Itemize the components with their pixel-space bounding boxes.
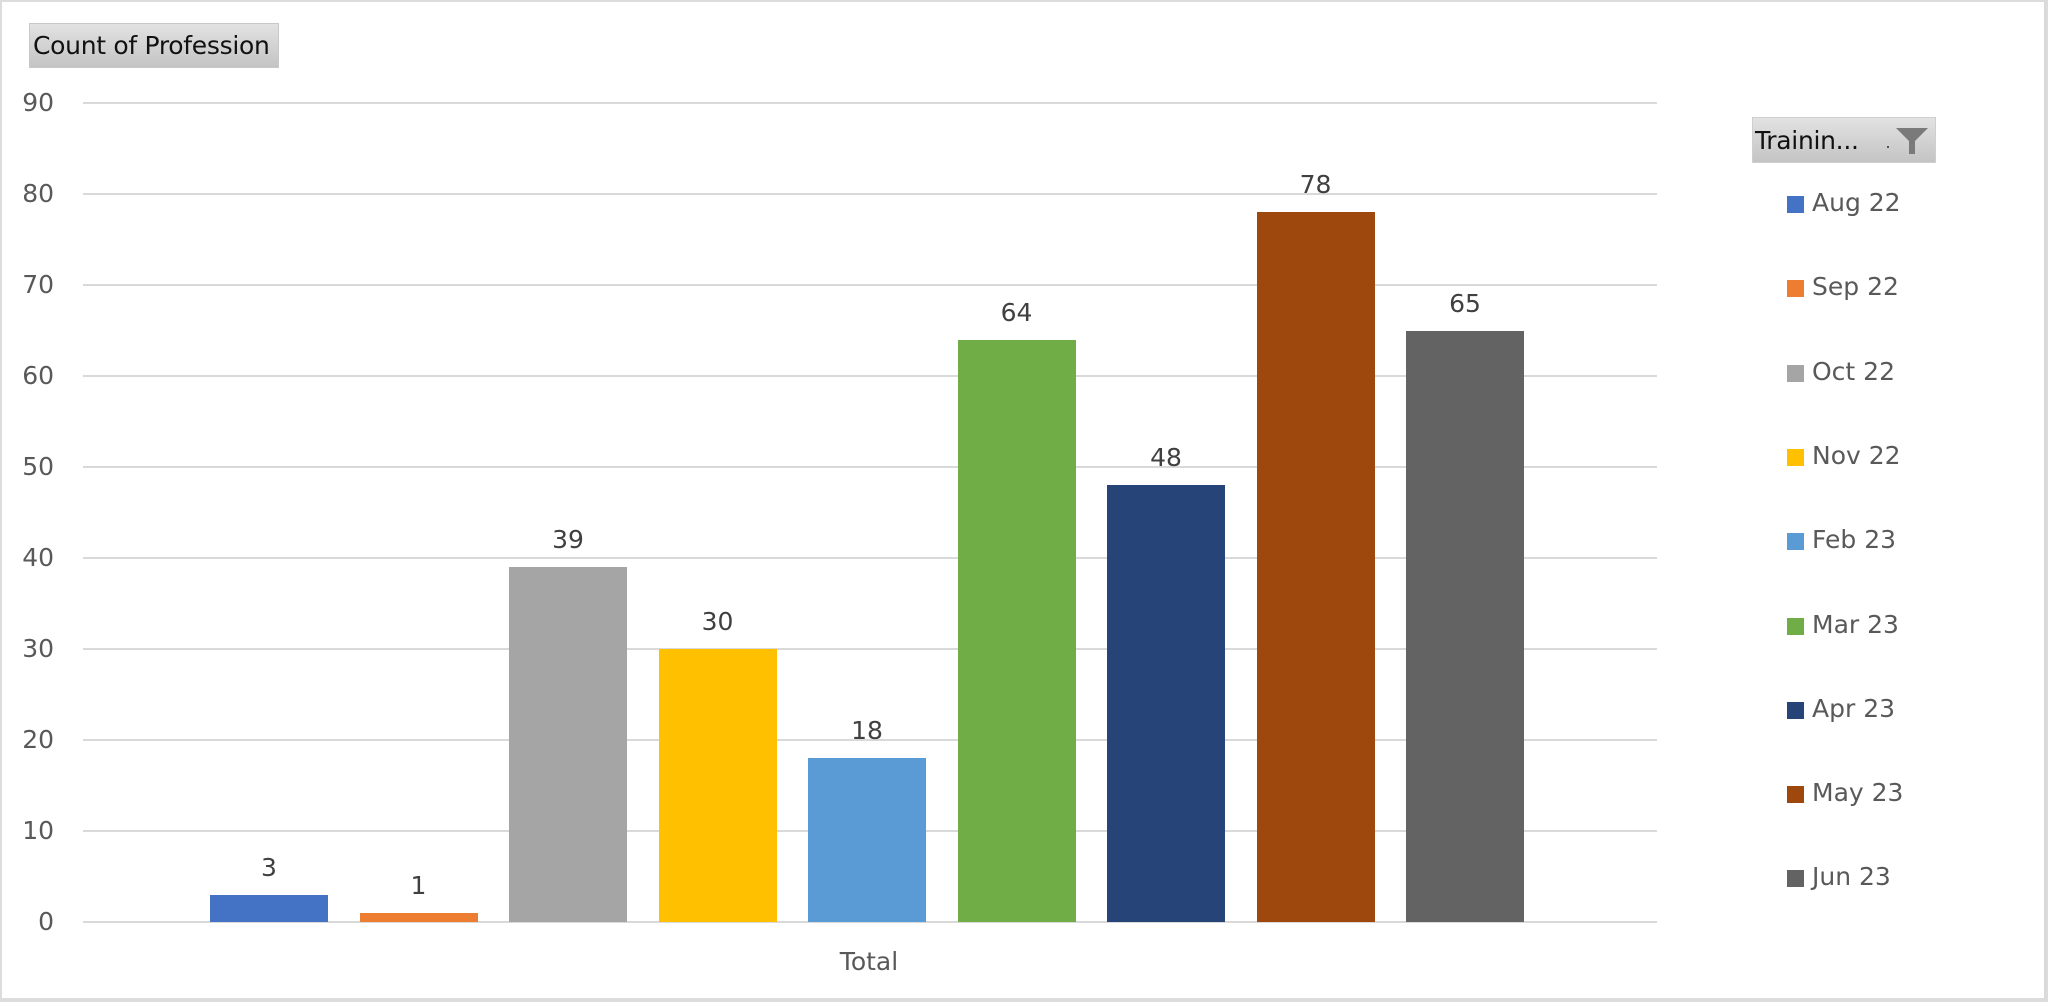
bar-sep-22[interactable] xyxy=(359,912,478,922)
data-label: 18 xyxy=(851,716,883,746)
legend-swatch-icon xyxy=(1787,701,1804,719)
legend-label: Feb 23 xyxy=(1812,525,1897,555)
dropdown-indicator-icon xyxy=(1887,146,1889,148)
legend-label: Apr 23 xyxy=(1812,693,1896,723)
legend-swatch-icon xyxy=(1787,533,1804,551)
data-label: 30 xyxy=(701,607,734,636)
gridline xyxy=(83,557,1657,559)
data-label: 48 xyxy=(1150,443,1182,473)
legend-filter-button[interactable]: Trainin... xyxy=(1752,117,1936,163)
data-label: 1 xyxy=(410,870,427,900)
legend-swatch-icon xyxy=(1787,786,1804,804)
bar-feb-23[interactable] xyxy=(808,758,926,922)
legend-filter-label: Trainin... xyxy=(1755,126,1859,155)
gridline xyxy=(83,102,1657,104)
data-label: 39 xyxy=(552,525,584,555)
bar-aug-22[interactable] xyxy=(210,894,328,922)
gridline xyxy=(83,284,1657,286)
gridline xyxy=(83,193,1657,195)
legend-label: Mar 23 xyxy=(1812,609,1899,639)
y-tick-label: 70 xyxy=(22,270,54,299)
gridline xyxy=(83,375,1657,377)
data-label: 3 xyxy=(261,852,277,882)
legend-swatch-icon xyxy=(1787,196,1804,213)
bar-apr-23[interactable] xyxy=(1107,485,1225,922)
filter-funnel-icon[interactable] xyxy=(1895,125,1929,157)
legend-swatch-icon xyxy=(1787,617,1804,635)
data-label: 65 xyxy=(1449,288,1481,318)
y-tick-label: 20 xyxy=(22,725,54,754)
y-tick-label: 50 xyxy=(22,452,54,481)
y-tick-label: 30 xyxy=(22,634,54,663)
y-tick-label: 60 xyxy=(22,361,54,390)
legend-swatch-icon xyxy=(1787,870,1804,888)
legend-swatch-icon xyxy=(1787,448,1804,466)
gridline xyxy=(83,466,1657,468)
bar-nov-22[interactable] xyxy=(658,649,777,922)
y-tick-label: 90 xyxy=(22,88,54,117)
legend-swatch-icon xyxy=(1787,280,1804,298)
legend-label: Jun 23 xyxy=(1812,862,1891,892)
gridline xyxy=(83,648,1657,650)
legend-label: Aug 22 xyxy=(1812,188,1901,217)
legend-label: May 23 xyxy=(1812,778,1904,808)
gridline xyxy=(83,739,1657,741)
legend-swatch-icon xyxy=(1787,364,1804,382)
bar-oct-22[interactable] xyxy=(509,567,627,922)
data-label: 64 xyxy=(1000,297,1033,327)
y-tick-label: 0 xyxy=(38,907,54,936)
y-tick-label: 10 xyxy=(22,816,54,845)
value-field-button[interactable]: Count of Profession xyxy=(29,23,279,68)
legend-label: Sep 22 xyxy=(1812,272,1899,302)
y-tick-label: 80 xyxy=(22,179,54,208)
bar-jun-23[interactable] xyxy=(1406,330,1524,922)
bar-may-23[interactable] xyxy=(1256,212,1375,922)
y-tick-label: 40 xyxy=(22,543,54,572)
bar-mar-23[interactable] xyxy=(957,339,1076,922)
data-label: 78 xyxy=(1299,170,1332,200)
legend-label: Oct 22 xyxy=(1812,356,1895,386)
legend-label: Nov 22 xyxy=(1812,440,1901,470)
x-axis-category-label: Total xyxy=(839,947,899,976)
gridline xyxy=(83,921,1657,923)
